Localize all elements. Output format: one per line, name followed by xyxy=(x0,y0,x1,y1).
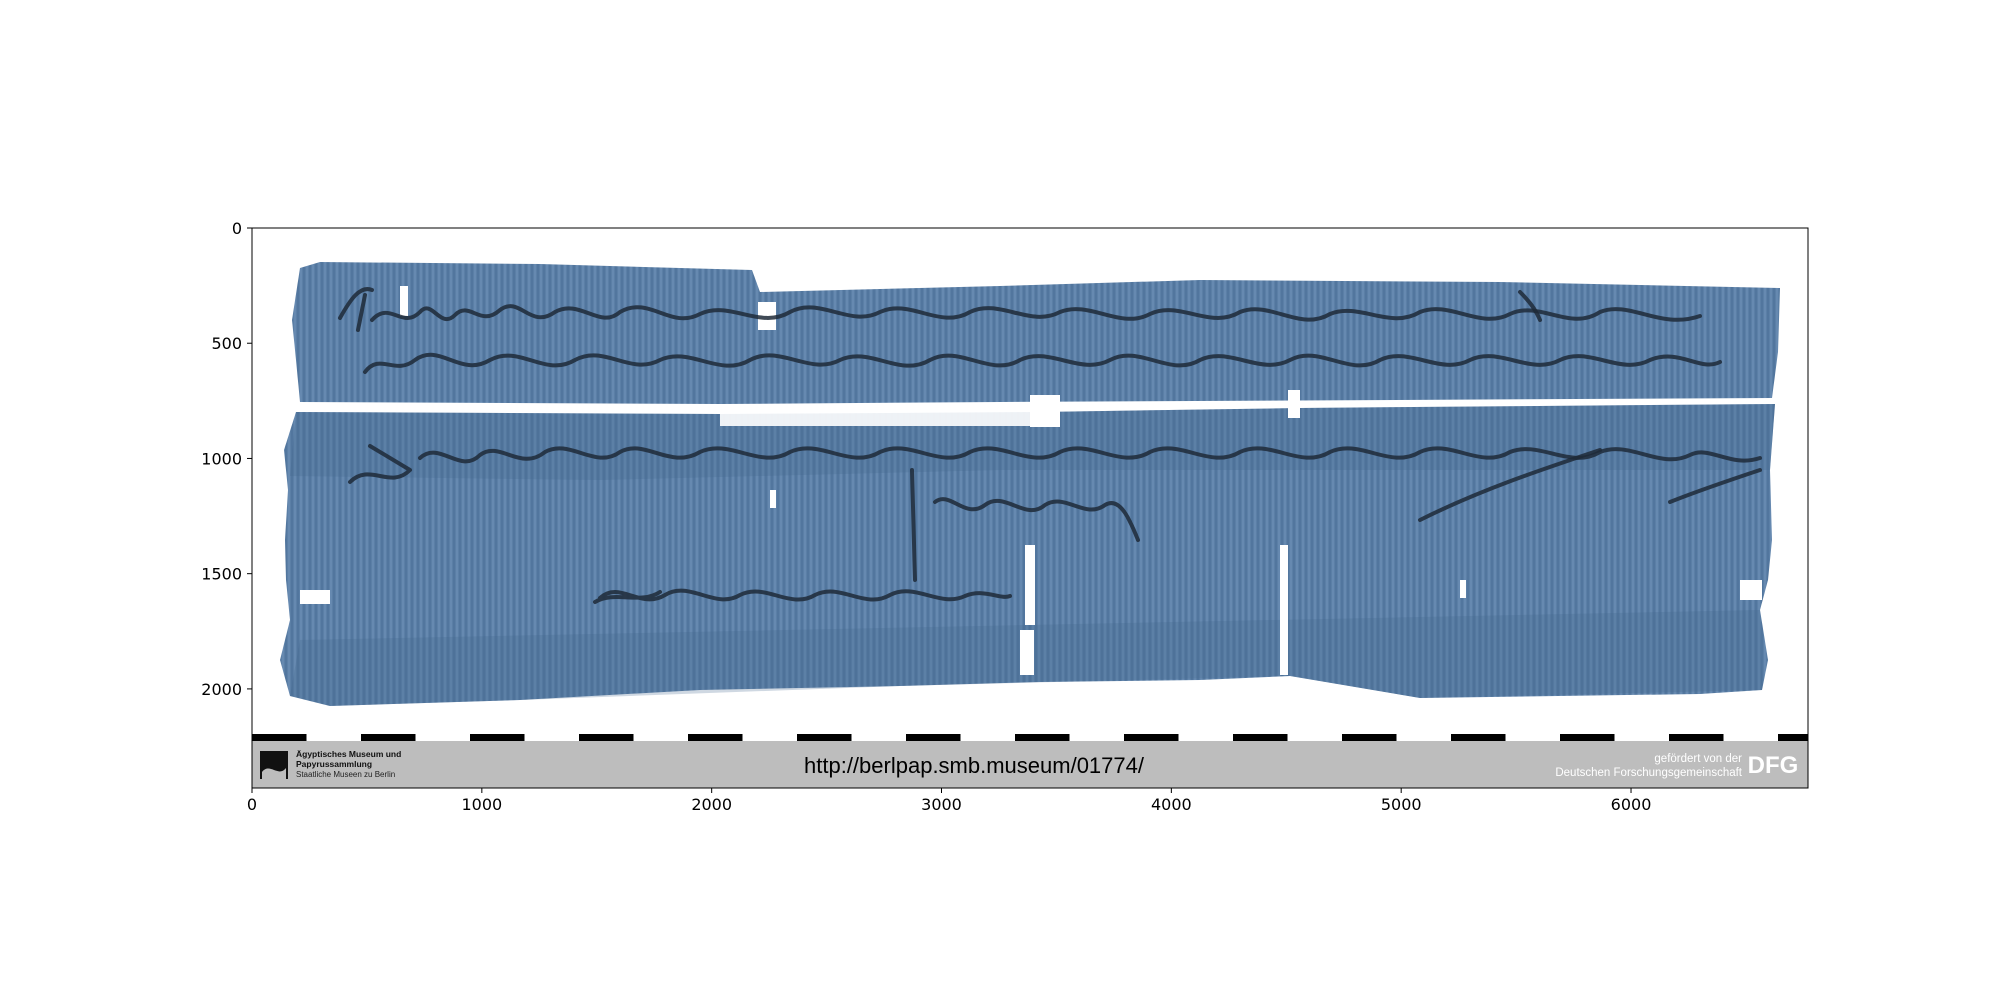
scale-bar-segment xyxy=(1396,734,1451,741)
x-tick-label: 3000 xyxy=(921,795,962,814)
scale-bar-segment xyxy=(1178,734,1233,741)
scale-bar-segment xyxy=(1069,734,1124,741)
scale-bar-segment xyxy=(742,734,797,741)
x-tick-label: 4000 xyxy=(1151,795,1192,814)
y-axis: 0 500 1000 1500 2000 xyxy=(201,219,252,699)
x-tick-label: 1000 xyxy=(461,795,502,814)
y-tick-label: 1000 xyxy=(201,449,242,468)
dfg-line1: gefördert von der xyxy=(1654,753,1742,765)
scale-bar xyxy=(252,734,1808,741)
scale-bar-segment xyxy=(1287,734,1342,741)
y-tick-label: 2000 xyxy=(201,680,242,699)
dfg-logo: DFG xyxy=(1748,752,1799,779)
scale-bar-segment xyxy=(1723,734,1778,741)
scale-bar-segment xyxy=(306,734,361,741)
y-tick-label: 1500 xyxy=(201,565,242,584)
scale-bar-segment xyxy=(1614,734,1669,741)
dfg-line2: Deutschen Forschungsgemeinschaft xyxy=(1555,767,1742,779)
scale-bar-segment xyxy=(415,734,470,741)
papyrus-fragment xyxy=(280,262,1780,706)
x-tick-label: 0 xyxy=(247,795,257,814)
museum-logo: Ägyptisches Museum und Papyrussammlung S… xyxy=(260,749,401,779)
scale-bar-segment xyxy=(524,734,579,741)
museum-name-line1: Ägyptisches Museum und xyxy=(296,749,401,759)
x-axis: 0 1000 2000 3000 4000 5000 6000 xyxy=(247,788,1651,814)
collection-url: http://berlpap.smb.museum/01774/ xyxy=(804,753,1145,778)
x-tick-label: 6000 xyxy=(1611,795,1652,814)
info-banner: Ägyptisches Museum und Papyrussammlung S… xyxy=(252,741,1808,788)
dfg-credit: gefördert von der Deutschen Forschungsge… xyxy=(1555,752,1798,779)
museum-name-line2: Papyrussammlung xyxy=(296,759,372,769)
x-tick-label: 2000 xyxy=(691,795,732,814)
scale-bar-segment xyxy=(851,734,906,741)
axes-frame xyxy=(251,227,1809,789)
y-tick-label: 500 xyxy=(211,334,242,353)
handwriting-ink xyxy=(338,287,1762,604)
y-tick-label: 0 xyxy=(232,219,242,238)
scale-bar-segment xyxy=(960,734,1015,741)
scale-bar-segment xyxy=(633,734,688,741)
scale-bar-segment xyxy=(1505,734,1560,741)
x-tick-label: 5000 xyxy=(1381,795,1422,814)
museum-name-line3: Staatliche Museen zu Berlin xyxy=(296,770,395,779)
